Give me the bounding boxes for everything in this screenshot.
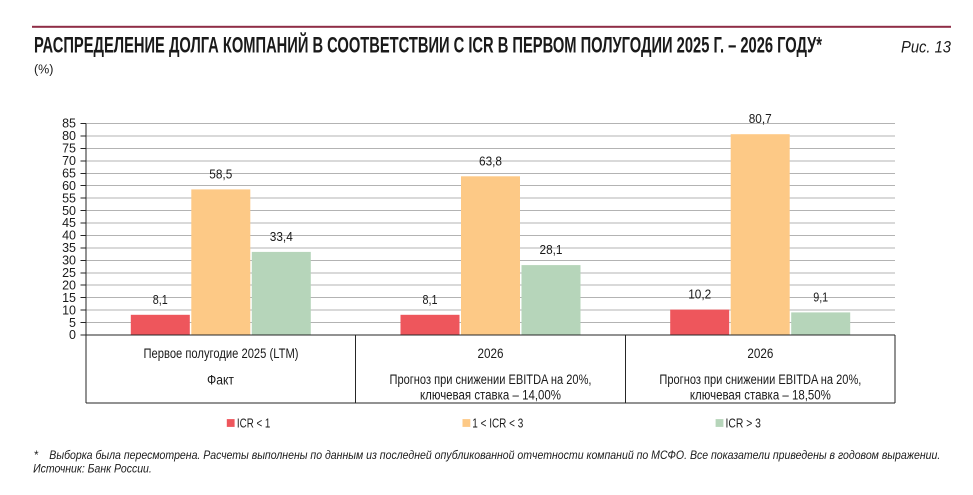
svg-text:(%): (%) bbox=[34, 63, 53, 77]
svg-text:Прогноз при снижении EBITDA на: Прогноз при снижении EBITDA на 20%, bbox=[659, 372, 861, 387]
svg-text:60: 60 bbox=[62, 179, 76, 193]
svg-text:10: 10 bbox=[62, 303, 76, 317]
svg-text:1 < ICR < 3: 1 < ICR < 3 bbox=[472, 417, 523, 431]
svg-text:35: 35 bbox=[62, 241, 76, 255]
svg-text:2026: 2026 bbox=[478, 346, 504, 361]
svg-text:9,1: 9,1 bbox=[813, 289, 828, 304]
svg-text:70: 70 bbox=[62, 154, 76, 168]
svg-text:40: 40 bbox=[62, 229, 76, 243]
svg-text:75: 75 bbox=[62, 142, 76, 156]
svg-text:50: 50 bbox=[62, 204, 76, 218]
svg-text:ключевая ставка – 18,50%: ключевая ставка – 18,50% bbox=[690, 388, 831, 403]
svg-text:*: * bbox=[34, 450, 39, 462]
svg-text:28,1: 28,1 bbox=[540, 242, 563, 257]
svg-text:2026: 2026 bbox=[747, 346, 773, 361]
svg-text:20: 20 bbox=[62, 278, 76, 292]
svg-text:РАСПРЕДЕЛЕНИЕ ДОЛГА КОМПАНИЙ В: РАСПРЕДЕЛЕНИЕ ДОЛГА КОМПАНИЙ В СООТВЕТСТ… bbox=[34, 33, 822, 58]
svg-text:55: 55 bbox=[62, 191, 76, 205]
svg-text:0: 0 bbox=[69, 328, 76, 342]
svg-text:10,2: 10,2 bbox=[688, 287, 711, 302]
svg-text:58,5: 58,5 bbox=[209, 166, 232, 181]
svg-text:Первое полугодие 2025 (LTM): Первое полугодие 2025 (LTM) bbox=[144, 346, 299, 361]
svg-text:25: 25 bbox=[62, 266, 76, 280]
svg-text:45: 45 bbox=[62, 216, 76, 230]
svg-text:ключевая ставка – 14,00%: ключевая ставка – 14,00% bbox=[420, 388, 561, 403]
svg-text:Выборка была пересмотрена. Рас: Выборка была пересмотрена. Расчеты выпол… bbox=[49, 450, 940, 462]
svg-text:33,4: 33,4 bbox=[270, 229, 293, 244]
svg-text:85: 85 bbox=[62, 117, 76, 131]
svg-text:ICR > 3: ICR > 3 bbox=[726, 417, 761, 431]
svg-text:5: 5 bbox=[69, 316, 76, 330]
svg-text:80,7: 80,7 bbox=[749, 111, 772, 126]
svg-text:15: 15 bbox=[62, 291, 76, 305]
svg-text:8,1: 8,1 bbox=[423, 292, 438, 307]
svg-text:65: 65 bbox=[62, 167, 76, 181]
svg-text:80: 80 bbox=[62, 129, 76, 143]
svg-text:8,1: 8,1 bbox=[153, 292, 168, 307]
svg-text:Рис. 13: Рис. 13 bbox=[901, 38, 951, 57]
svg-text:Прогноз при снижении EBITDA на: Прогноз при снижении EBITDA на 20%, bbox=[390, 372, 592, 387]
svg-text:63,8: 63,8 bbox=[479, 153, 502, 168]
svg-text:Факт: Факт bbox=[207, 372, 234, 387]
svg-text:Источник: Банк России.: Источник: Банк России. bbox=[33, 463, 152, 475]
svg-text:ICR < 1: ICR < 1 bbox=[237, 417, 271, 431]
svg-text:30: 30 bbox=[62, 254, 76, 268]
